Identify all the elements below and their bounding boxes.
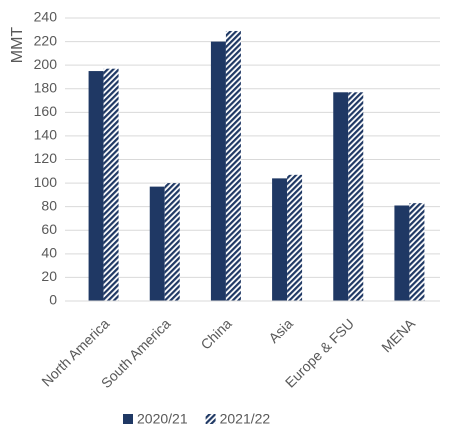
bar <box>103 68 119 302</box>
bar <box>272 178 288 301</box>
y-tick-label: 100 <box>34 174 58 190</box>
bar <box>164 183 180 301</box>
bar <box>333 92 349 301</box>
y-tick-label: 80 <box>41 197 57 213</box>
x-tick-label: China <box>197 315 234 352</box>
y-tick-label: 40 <box>41 245 57 261</box>
bar <box>394 205 410 301</box>
bar <box>210 41 226 301</box>
y-tick-label: 160 <box>34 103 58 119</box>
bar <box>287 174 303 301</box>
bar <box>409 203 425 301</box>
y-tick-label: 20 <box>41 268 57 284</box>
legend-swatch <box>123 414 133 424</box>
bar <box>348 92 364 301</box>
y-tick-label: 120 <box>34 150 58 166</box>
bar <box>225 30 241 302</box>
legend-swatch <box>205 414 216 424</box>
y-tick-label: 180 <box>34 79 58 95</box>
y-tick-label: 0 <box>49 292 57 308</box>
y-tick-label: 140 <box>34 127 58 143</box>
bar <box>149 186 165 301</box>
y-tick-label: 200 <box>34 56 58 72</box>
bar <box>88 71 104 301</box>
y-axis-label: MMT <box>9 27 26 64</box>
x-tick-label: MENA <box>378 315 418 355</box>
y-tick-label: 220 <box>34 32 58 48</box>
y-tick-label: 60 <box>41 221 57 237</box>
legend-label: 2021/22 <box>220 411 271 427</box>
x-tick-label: Asia <box>265 315 296 346</box>
y-tick-label: 240 <box>34 9 58 25</box>
legend-label: 2020/21 <box>137 411 188 427</box>
